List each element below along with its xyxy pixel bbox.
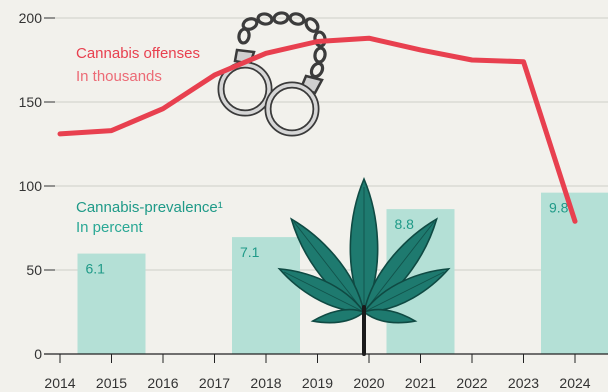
x-axis: 2014 2015 2016 2017 2018 2019 2020 2021 2022 2023… <box>44 353 608 391</box>
prevalence-bar-label: 8.8 <box>395 216 415 232</box>
x-tick-label: 2024 <box>559 375 590 391</box>
handcuffs-icon <box>217 11 327 137</box>
offenses-subtitle: In thousands <box>76 68 162 85</box>
prevalence-bar <box>77 253 146 354</box>
prevalence-bar-label: 6.1 <box>86 261 106 277</box>
x-tick-label: 2023 <box>508 375 539 391</box>
x-tick-label: 2017 <box>199 375 230 391</box>
x-tick-label: 2014 <box>44 375 75 391</box>
y-tick-label: 0 <box>34 346 42 362</box>
y-tick-label: 200 <box>19 10 43 26</box>
prevalence-bar-label: 7.1 <box>240 244 260 260</box>
y-tick-label: 150 <box>19 94 43 110</box>
x-tick-label: 2015 <box>96 375 127 391</box>
cannabis-leaf-icon <box>277 176 451 356</box>
offenses-line <box>57 35 578 224</box>
prevalence-subtitle: In percent <box>76 219 144 236</box>
x-tick-label: 2016 <box>147 375 178 391</box>
prevalence-bar <box>232 237 300 354</box>
y-axis: 0 50 100 150 200 <box>19 10 55 362</box>
prevalence-title: Cannabis-prevalence¹ <box>76 199 223 216</box>
x-tick-label: 2018 <box>250 375 281 391</box>
x-tick-label: 2020 <box>353 375 384 391</box>
y-tick-label: 50 <box>26 262 42 278</box>
prevalence-bar-labels: 6.1 7.1 8.8 9.8 <box>86 200 569 277</box>
x-tick-label: 2022 <box>456 375 487 391</box>
prevalence-bar-label: 9.8 <box>549 200 569 216</box>
offenses-title: Cannabis offenses <box>76 45 200 62</box>
y-tick-label: 100 <box>19 178 43 194</box>
x-tick-label: 2019 <box>302 375 333 391</box>
x-tick-label: 2021 <box>405 375 436 391</box>
